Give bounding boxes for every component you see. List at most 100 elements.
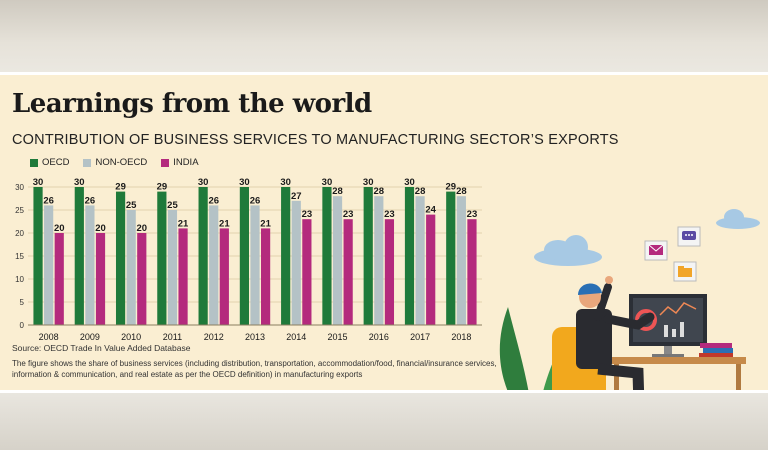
bar-india xyxy=(343,219,353,325)
x-tick-label: 2016 xyxy=(369,332,389,342)
bar-non-oecd xyxy=(167,210,178,325)
data-label-india: 24 xyxy=(425,205,436,216)
data-label-india: 20 xyxy=(136,223,147,234)
x-tick-label: 2017 xyxy=(410,332,430,342)
x-tick-label: 2013 xyxy=(245,332,265,342)
x-tick-label: 2011 xyxy=(163,332,182,342)
chat-icon xyxy=(677,226,701,247)
data-label-oecd: 30 xyxy=(198,177,209,188)
y-tick-label: 25 xyxy=(15,206,24,215)
infographic-card: Learnings from the world CONTRIBUTION OF… xyxy=(0,72,768,393)
person xyxy=(576,276,655,390)
bar-india xyxy=(261,228,271,325)
source-note: Source: OECD Trade In Value Added Databa… xyxy=(12,343,191,353)
legend-label-india: INDIA xyxy=(173,157,199,168)
bar-non-oecd xyxy=(374,196,384,325)
bar-oecd xyxy=(115,191,126,325)
data-label-oecd: 30 xyxy=(363,177,374,188)
desk-leg xyxy=(736,364,741,390)
data-label-oecd: 29 xyxy=(445,182,456,193)
bar-oecd xyxy=(157,191,167,325)
chart-legend: OECD NON-OECD INDIA xyxy=(30,157,199,168)
data-label-india: 21 xyxy=(219,218,230,229)
headline: Learnings from the world xyxy=(12,89,372,119)
bar-oecd xyxy=(446,191,456,325)
bar-india xyxy=(302,219,312,325)
data-label-non-oecd: 26 xyxy=(85,195,96,206)
x-tick-label: 2008 xyxy=(39,332,59,342)
legend-item-oecd: OECD xyxy=(30,157,69,168)
bar-oecd xyxy=(74,187,84,325)
data-label-india: 23 xyxy=(302,209,313,220)
data-label-india: 20 xyxy=(95,223,106,234)
data-label-india: 21 xyxy=(260,218,271,229)
data-label-non-oecd: 28 xyxy=(332,186,343,197)
bar-india xyxy=(178,228,188,325)
data-label-oecd: 30 xyxy=(33,177,44,188)
bar-oecd xyxy=(322,187,332,325)
bar-india xyxy=(219,228,229,325)
y-tick-label: 20 xyxy=(15,229,24,238)
bar-non-oecd xyxy=(44,205,54,325)
data-label-non-oecd: 26 xyxy=(250,195,261,206)
background-bottom xyxy=(0,393,768,450)
bar-non-oecd xyxy=(85,205,95,325)
legend-item-india: INDIA xyxy=(161,157,199,168)
data-label-non-oecd: 27 xyxy=(291,191,302,202)
bar-non-oecd xyxy=(209,205,219,325)
bar-india xyxy=(467,219,477,325)
bar-oecd xyxy=(363,187,373,325)
bar-non-oecd xyxy=(126,210,136,325)
bar-india xyxy=(426,214,436,325)
data-label-india: 23 xyxy=(467,209,478,220)
office-worker-illustration xyxy=(499,209,760,390)
bar-india xyxy=(54,233,64,325)
data-label-non-oecd: 28 xyxy=(456,186,467,197)
data-label-india: 20 xyxy=(54,223,65,234)
data-label-non-oecd: 25 xyxy=(126,200,137,211)
cloud-icon xyxy=(534,235,602,266)
bar-non-oecd xyxy=(415,196,425,325)
x-tick-label: 2015 xyxy=(328,332,348,342)
bar-india xyxy=(384,219,395,325)
bar-non-oecd xyxy=(291,200,301,325)
books xyxy=(699,343,733,357)
desk-top xyxy=(606,357,746,364)
mail-icon xyxy=(644,240,668,261)
data-label-non-oecd: 28 xyxy=(415,186,426,197)
legend-label-non-oecd: NON-OECD xyxy=(95,157,148,168)
chart-subtitle: CONTRIBUTION OF BUSINESS SERVICES TO MAN… xyxy=(12,132,619,148)
data-label-oecd: 30 xyxy=(280,177,291,188)
data-label-oecd: 30 xyxy=(74,177,85,188)
data-label-oecd: 30 xyxy=(404,177,415,188)
data-label-non-oecd: 25 xyxy=(167,200,178,211)
data-label-oecd: 29 xyxy=(115,182,126,193)
cloud-icon-2 xyxy=(716,209,760,229)
bar-oecd xyxy=(33,187,43,325)
data-label-non-oecd: 28 xyxy=(374,186,385,197)
bar-non-oecd xyxy=(456,196,466,325)
footnote: The figure shows the share of business s… xyxy=(12,359,497,379)
folder-icon xyxy=(673,261,697,282)
legend-swatch-non-oecd xyxy=(83,158,92,167)
data-label-non-oecd: 26 xyxy=(208,195,219,206)
x-tick-label: 2009 xyxy=(80,332,100,342)
bar-non-oecd xyxy=(250,205,260,325)
legend-label-oecd: OECD xyxy=(42,157,70,168)
y-tick-label: 30 xyxy=(15,183,24,192)
bar-oecd xyxy=(239,187,249,325)
y-tick-label: 15 xyxy=(15,252,24,261)
legend-item-non-oecd: NON-OECD xyxy=(83,157,147,168)
legend-swatch-oecd xyxy=(30,158,38,167)
desk-leg xyxy=(614,364,619,390)
data-label-india: 23 xyxy=(384,209,395,220)
background-top xyxy=(0,0,768,72)
legend-swatch-india xyxy=(161,158,170,167)
x-tick-label: 2018 xyxy=(451,332,471,342)
bar-non-oecd xyxy=(332,196,343,325)
data-label-india: 23 xyxy=(343,209,354,220)
x-tick-label: 2012 xyxy=(204,332,224,342)
bar-oecd xyxy=(281,187,291,325)
x-tick-label: 2014 xyxy=(286,332,306,342)
